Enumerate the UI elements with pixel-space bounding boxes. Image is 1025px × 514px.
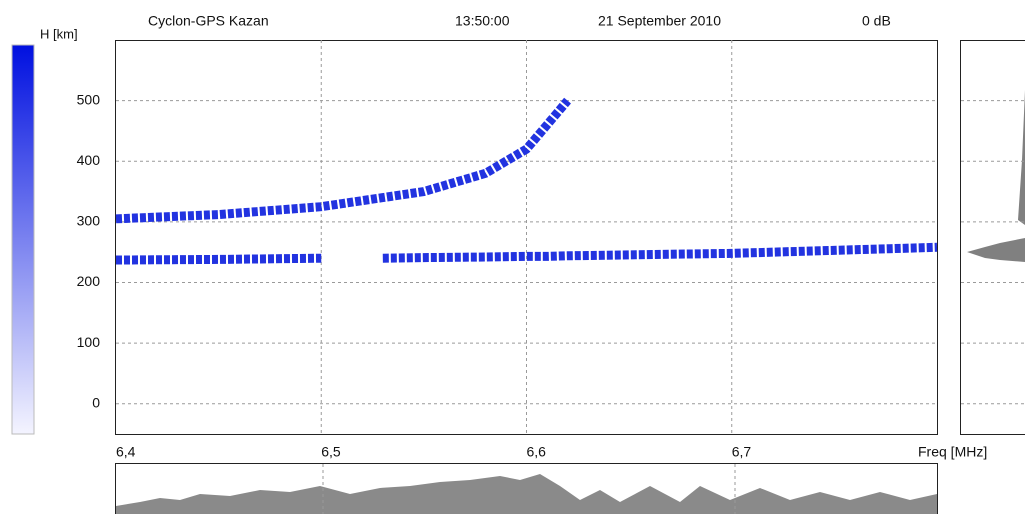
y-tick-label: 300: [77, 213, 101, 229]
x-axis-label: Freq [MHz]: [918, 444, 987, 460]
y-tick-label: 500: [77, 91, 101, 107]
x-tick-label: 6,6: [527, 444, 547, 460]
gain: 0 dB: [862, 13, 891, 29]
x-tick-label: 6,4: [116, 444, 136, 460]
x-tick-label: 6,5: [321, 444, 341, 460]
y-axis-label: H [km]: [40, 26, 78, 41]
plot-frame: [116, 41, 938, 435]
title: Cyclon-GPS Kazan: [148, 13, 269, 29]
date: 21 September 2010: [598, 13, 721, 29]
page: {"chart_data": {"type": "line", "title":…: [0, 0, 1025, 514]
x-tick-label: 6,7: [732, 444, 752, 460]
chart: Cyclon-GPS Kazan 13:50:00 21 September 2…: [0, 0, 1025, 514]
y-tick-label: 400: [77, 152, 101, 168]
y-tick-label: 100: [77, 334, 101, 350]
y-tick-label: 200: [77, 273, 101, 289]
time: 13:50:00: [455, 13, 510, 29]
color-bar: [12, 45, 34, 434]
y-tick-label: 0: [92, 394, 100, 410]
profile-frame: [961, 41, 1025, 435]
